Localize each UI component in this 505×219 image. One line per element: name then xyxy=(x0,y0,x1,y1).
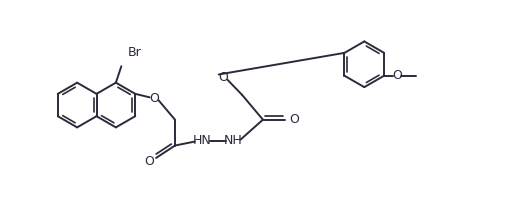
Text: Br: Br xyxy=(127,46,141,59)
Text: O: O xyxy=(288,113,298,126)
Text: NH: NH xyxy=(223,134,242,147)
Text: O: O xyxy=(391,69,401,82)
Text: O: O xyxy=(149,92,159,105)
Text: O: O xyxy=(218,71,228,84)
Text: O: O xyxy=(144,155,154,168)
Text: HN: HN xyxy=(192,134,211,147)
